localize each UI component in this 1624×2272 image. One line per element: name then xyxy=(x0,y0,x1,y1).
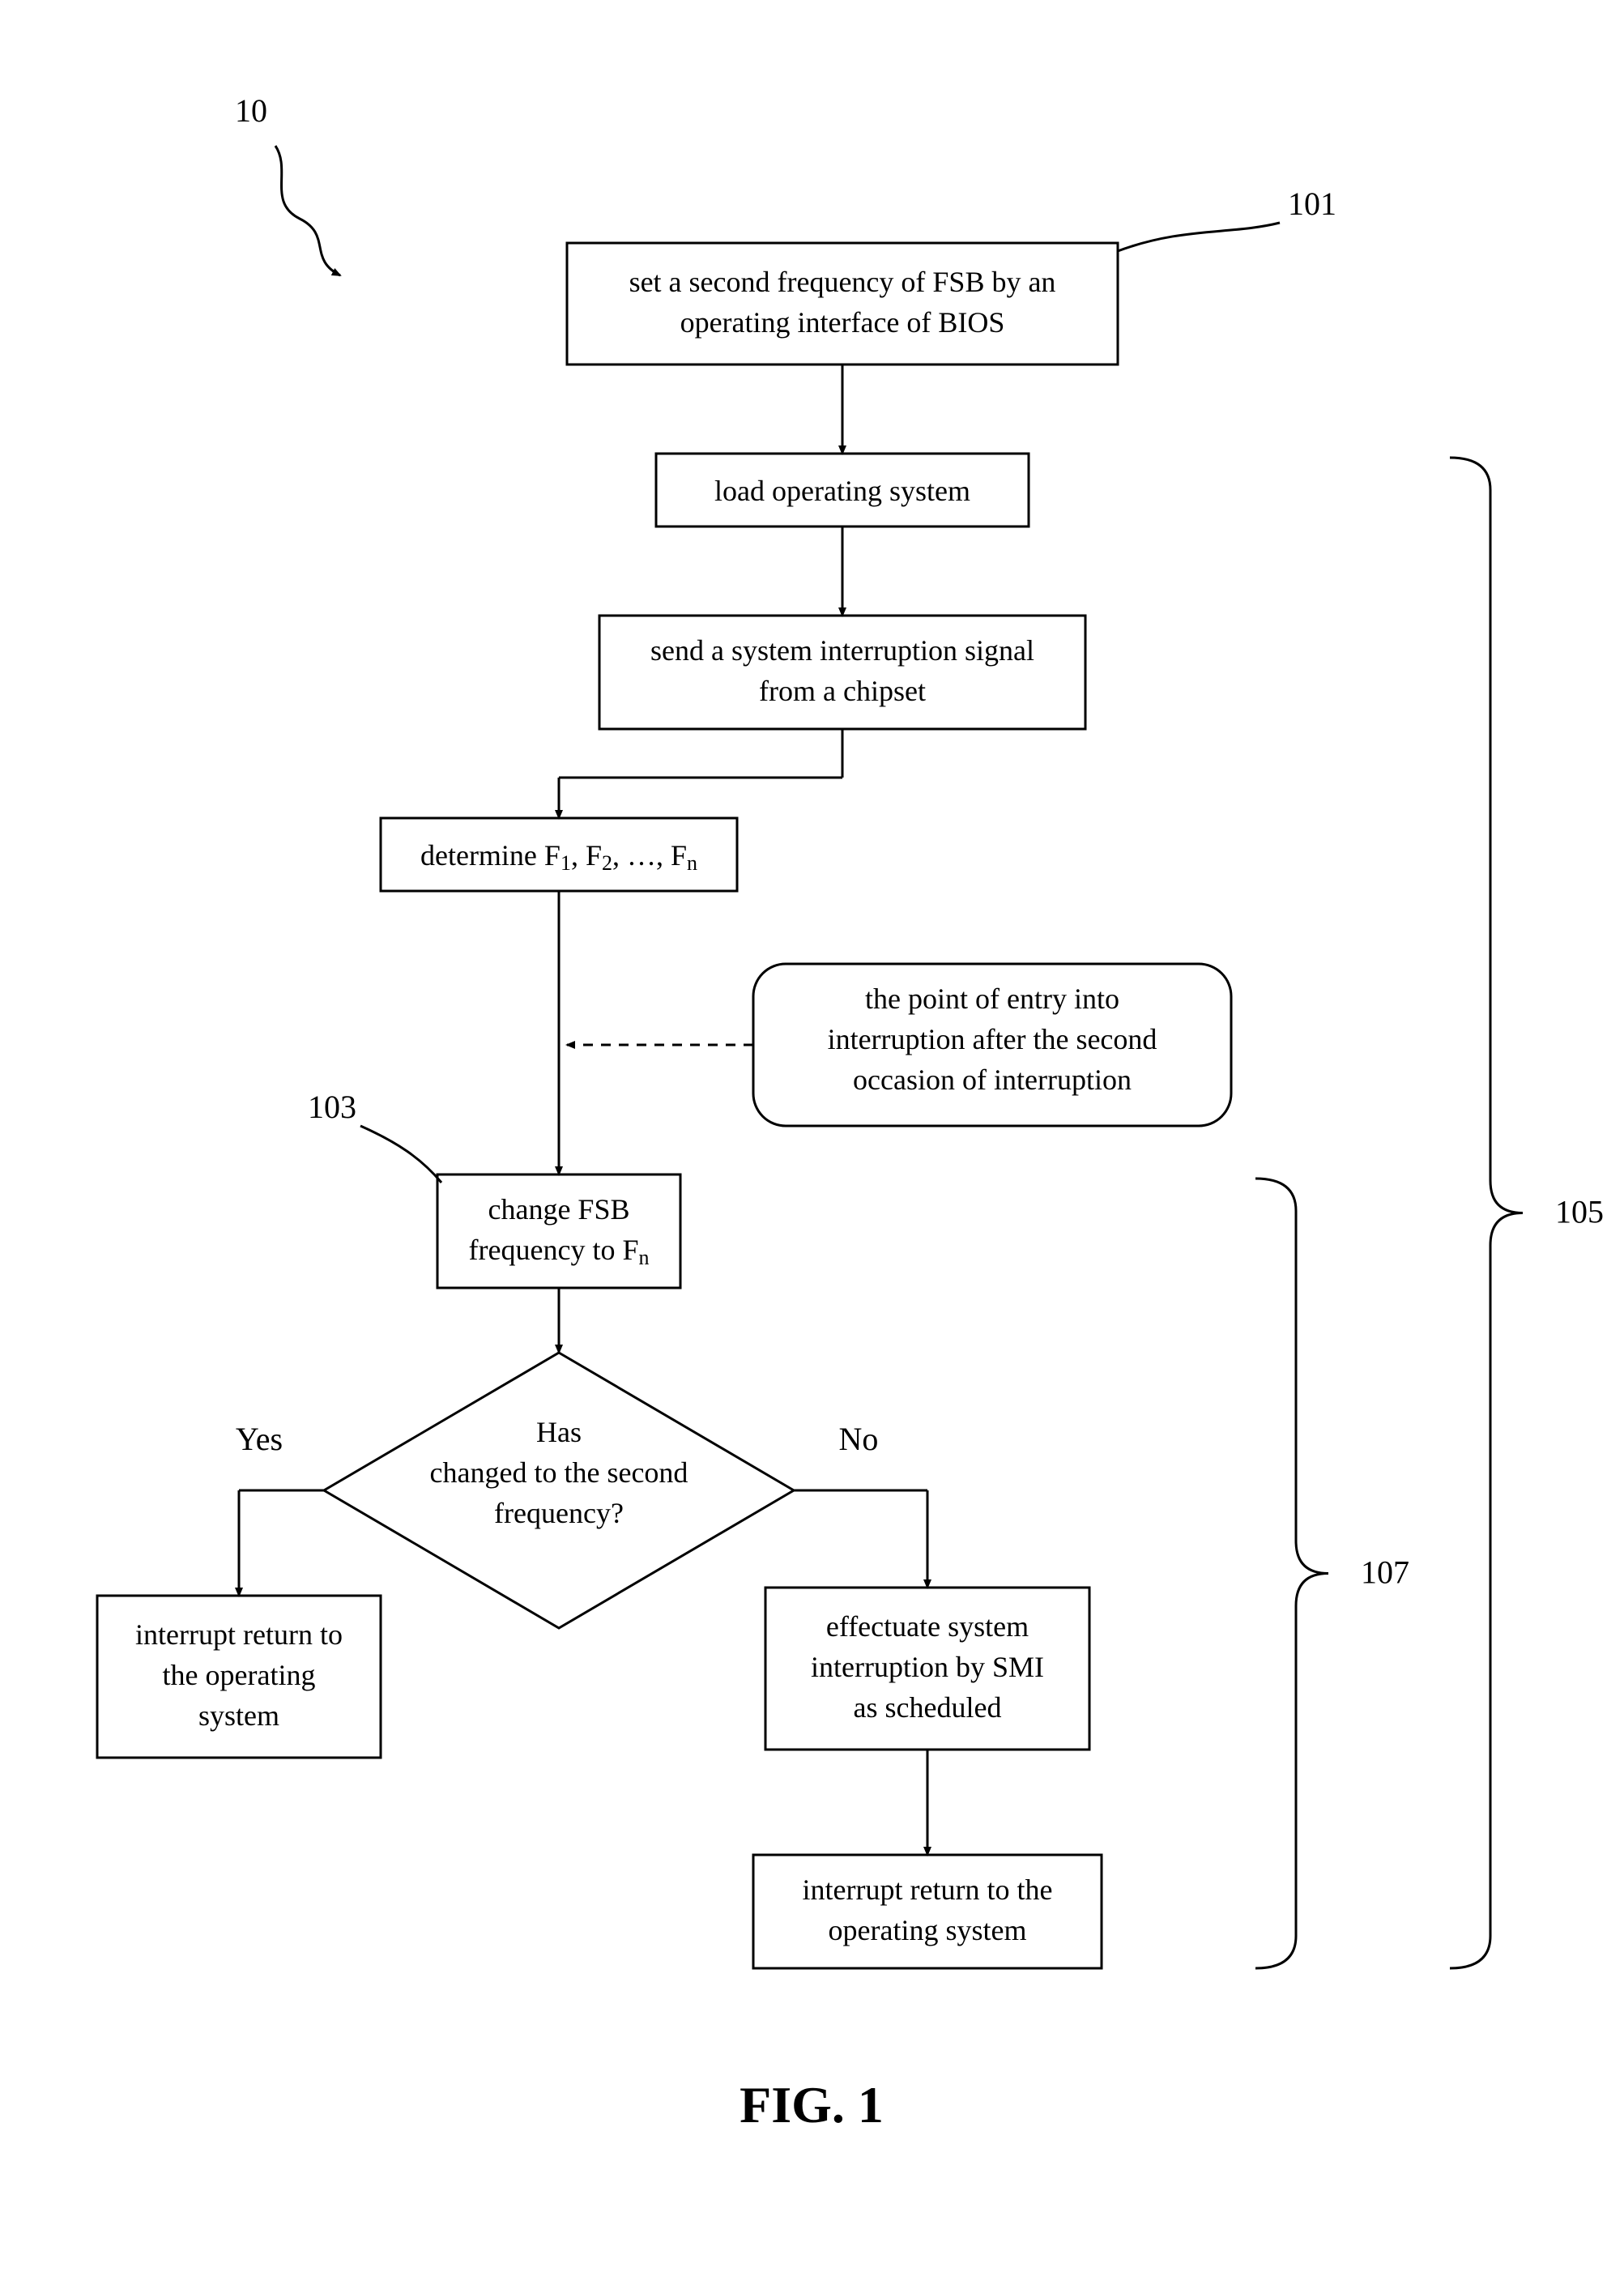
svg-text:Has: Has xyxy=(536,1416,582,1448)
svg-text:set a second frequency of FSB: set a second frequency of FSB by an xyxy=(629,266,1056,298)
svg-text:operating interface of BIOS: operating interface of BIOS xyxy=(680,306,1005,339)
svg-text:changed to the second: changed to the second xyxy=(430,1456,688,1489)
svg-text:interruption after the second: interruption after the second xyxy=(828,1023,1157,1055)
flowchart: 10 set a second frequency of FSB by an ope… xyxy=(0,0,1624,2272)
svg-text:occasion of interruption: occasion of interruption xyxy=(853,1064,1132,1096)
svg-text:the operating: the operating xyxy=(163,1659,316,1691)
svg-text:effectuate system: effectuate system xyxy=(826,1610,1029,1643)
svg-text:105: 105 xyxy=(1555,1194,1604,1230)
svg-text:10: 10 xyxy=(235,92,267,129)
svg-text:No: No xyxy=(839,1421,879,1457)
svg-text:107: 107 xyxy=(1361,1554,1409,1591)
svg-text:system: system xyxy=(198,1699,279,1732)
svg-text:Yes: Yes xyxy=(236,1421,283,1457)
svg-text:change FSB: change FSB xyxy=(488,1193,630,1226)
svg-text:as scheduled: as scheduled xyxy=(854,1691,1002,1724)
svg-text:interrupt return to: interrupt return to xyxy=(135,1618,343,1651)
svg-text:frequency to Fn: frequency to Fn xyxy=(469,1234,650,1269)
svg-text:operating system: operating system xyxy=(829,1914,1027,1946)
svg-text:send a system interruption sig: send a system interruption signal xyxy=(650,634,1034,667)
svg-text:load operating system: load operating system xyxy=(714,475,970,507)
svg-text:from a chipset: from a chipset xyxy=(759,675,926,707)
svg-text:the point of entry into: the point of entry into xyxy=(865,983,1119,1015)
svg-text:103: 103 xyxy=(308,1089,356,1125)
svg-text:101: 101 xyxy=(1288,185,1336,222)
svg-text:determine F1, F2, …, Fn: determine F1, F2, …, Fn xyxy=(420,839,697,875)
svg-text:FIG. 1: FIG. 1 xyxy=(740,2076,884,2133)
svg-text:frequency?: frequency? xyxy=(494,1497,624,1529)
svg-text:interrupt return to the: interrupt return to the xyxy=(803,1873,1053,1906)
svg-text:interruption by SMI: interruption by SMI xyxy=(811,1651,1044,1683)
